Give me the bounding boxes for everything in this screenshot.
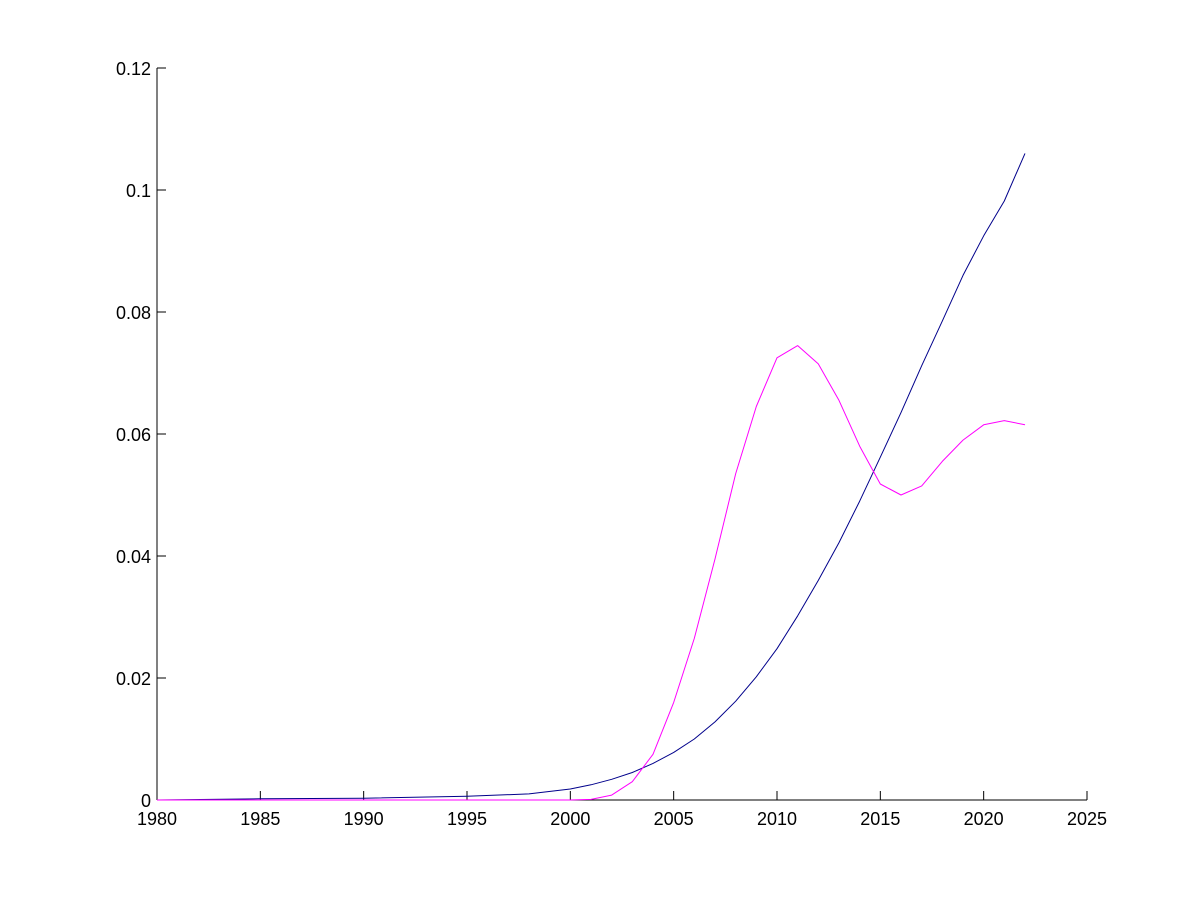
chart-ticks: 1980 1985 1990 1995 2000 2005 2010 2015 2020 2025… [116,59,1107,829]
x-tick-label: 1995 [447,809,487,829]
series-line-2 [157,345,1026,801]
x-tick-label: 2015 [860,809,900,829]
chart-axes [156,68,1087,801]
y-tick-label: 0.08 [116,303,151,323]
y-tick-label: 0.02 [116,669,151,689]
x-tick-label: 1990 [344,809,384,829]
x-tick-label: 1985 [240,809,280,829]
y-tick-label: 0.12 [116,59,151,79]
y-tick-label: 0.04 [116,547,151,567]
x-tick-label: 2005 [654,809,694,829]
x-tick-label: 2025 [1067,809,1107,829]
series-line-1 [156,153,1026,801]
x-tick-label: 2020 [964,809,1004,829]
y-tick-label: 0.1 [126,181,151,201]
y-tick-label: 0 [141,791,151,811]
x-tick-label: 1980 [137,809,177,829]
x-tick-label: 2000 [550,809,590,829]
x-tick-label: 2010 [757,809,797,829]
chart-series-layer [156,153,1026,801]
y-tick-label: 0.06 [116,425,151,445]
